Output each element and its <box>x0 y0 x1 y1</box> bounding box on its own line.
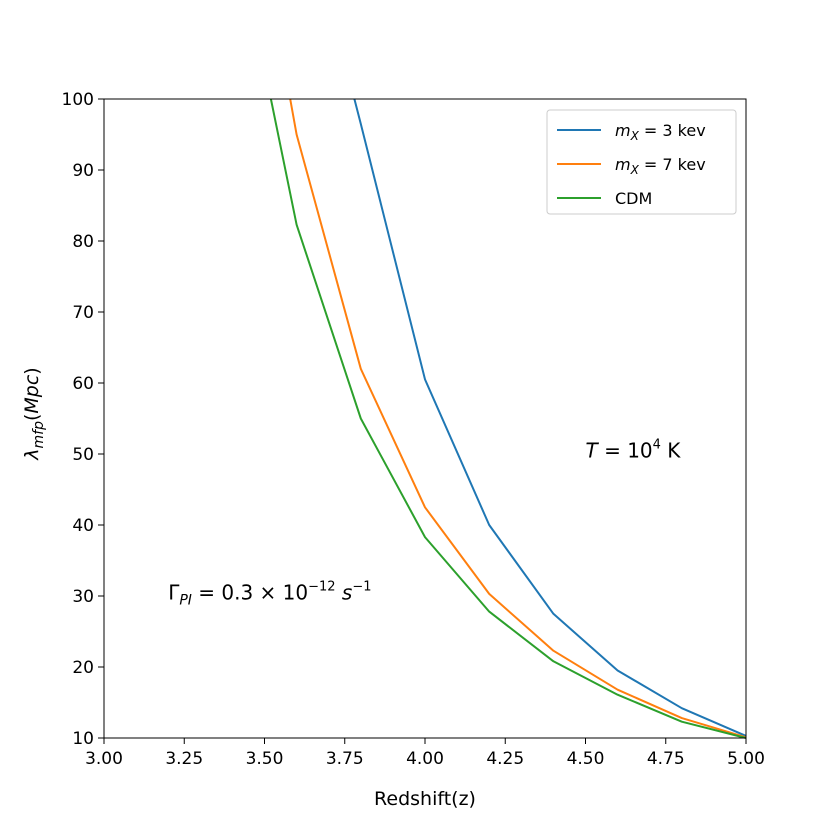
x-tick-label: 3.50 <box>246 749 284 769</box>
x-tick-label: 3.75 <box>326 749 364 769</box>
series-line-1 <box>289 98 747 739</box>
series-line-2 <box>269 98 747 739</box>
legend-label-2: CDM <box>615 189 652 208</box>
x-tick-label: 4.50 <box>567 749 605 769</box>
x-tick-label: 3.25 <box>165 749 203 769</box>
x-tick-label: 3.00 <box>85 749 123 769</box>
y-tick-label: 70 <box>72 303 94 323</box>
y-tick-label: 60 <box>72 374 94 394</box>
y-label-unit: Mpc <box>21 374 43 413</box>
legend-entries: mX = 3 kev mX = 7 kev CDM <box>557 121 706 208</box>
y-label-paren-close: ) <box>21 367 43 374</box>
annotation-photoionization-rate: ΓPI = 0.3 × 10−12 s−1 <box>168 579 371 608</box>
y-label-lambda: λ <box>21 448 43 460</box>
x-axis-label: Redshift(z) <box>374 788 476 810</box>
y-tick-label: 40 <box>72 516 94 536</box>
legend: mX = 3 kev mX = 7 kev CDM <box>546 109 737 215</box>
legend-box <box>546 109 737 215</box>
x-tick-label: 4.75 <box>647 749 685 769</box>
x-tick-label: 4.00 <box>406 749 444 769</box>
y-label-subscript: mfp <box>31 421 47 449</box>
series-line-0 <box>353 98 747 737</box>
y-label-paren-open: ( <box>21 414 43 421</box>
legend-label-0: mX = 3 kev <box>615 121 706 143</box>
y-tick-label: 100 <box>62 90 94 110</box>
y-tick-label: 10 <box>72 729 94 749</box>
y-tick-label: 30 <box>72 587 94 607</box>
legend-label-1: mX = 7 kev <box>615 155 706 177</box>
y-tick-label: 80 <box>72 232 94 252</box>
y-axis: 10 20 30 40 50 60 70 80 90 100 <box>62 90 104 749</box>
x-axis: 3.00 3.25 3.50 3.75 4.00 4.25 4.50 4.75 5.00 <box>85 738 765 769</box>
x-tick-label: 5.00 <box>727 749 765 769</box>
annotation-temperature: T = 104 K <box>586 437 682 462</box>
y-tick-label: 90 <box>72 161 94 181</box>
series-layer <box>269 98 747 739</box>
y-tick-label: 50 <box>72 445 94 465</box>
y-tick-label: 20 <box>72 658 94 678</box>
y-axis-label: λmfp(Mpc) <box>21 367 47 460</box>
x-tick-label: 4.25 <box>486 749 524 769</box>
